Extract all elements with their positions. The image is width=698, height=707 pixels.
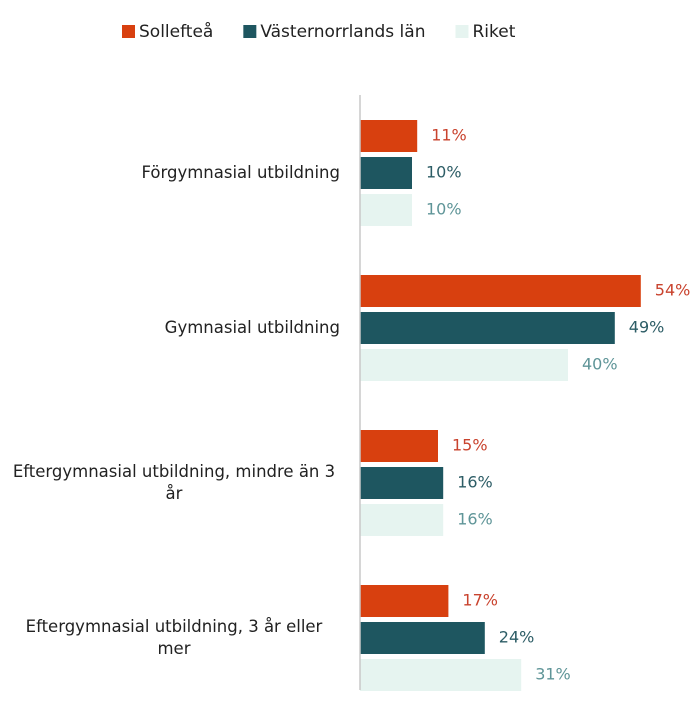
legend-swatch [243,25,257,38]
bar [360,430,438,462]
value-label: 49% [629,318,665,337]
category-label: Gymnasial utbildning [164,318,340,337]
value-label: 17% [462,591,498,610]
category-label: Eftergymnasial utbildning, 3 år eller me… [25,617,323,658]
bar [360,622,485,654]
value-label: 16% [457,510,493,529]
bar [360,120,418,152]
value-label: 24% [499,628,535,647]
bar [360,275,641,307]
value-label: 40% [582,355,618,374]
legend-label: Riket [472,22,515,42]
value-label: 10% [426,200,462,219]
bar [360,504,444,536]
category-label: Förgymnasial utbildning [141,163,340,182]
bar [360,312,615,344]
value-label: 11% [431,126,467,145]
category-label: Eftergymnasial utbildning, mindre än 3 å… [12,462,336,503]
bar [360,467,444,499]
legend-label: Sollefteå [139,21,213,42]
value-label: 10% [426,163,462,182]
bar [360,194,412,226]
legend-swatch [455,25,469,38]
legend-swatch [122,25,135,38]
value-label: 31% [535,665,571,684]
legend-label: Västernorrlands län [260,22,425,42]
value-label: 54% [655,281,691,300]
value-label: 16% [457,473,493,492]
value-label: 15% [452,436,488,455]
bar [360,659,522,691]
bar [360,157,412,189]
bar [360,585,449,617]
bar [360,349,568,381]
